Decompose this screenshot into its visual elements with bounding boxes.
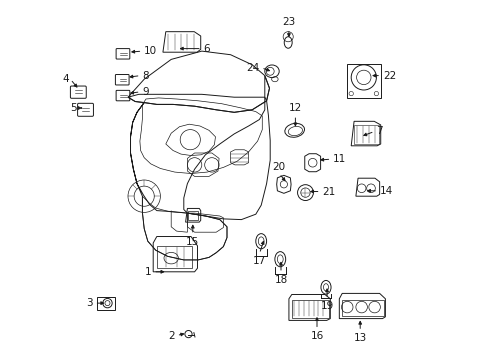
Text: 15: 15 (186, 237, 199, 247)
Bar (188, 211, 198, 220)
Text: 19: 19 (320, 301, 334, 311)
Text: 17: 17 (253, 256, 266, 266)
Text: 3: 3 (86, 298, 93, 308)
Bar (157, 246, 192, 268)
Text: 11: 11 (333, 154, 346, 164)
Text: 2: 2 (168, 330, 175, 341)
Text: 7: 7 (376, 126, 383, 136)
Text: 4: 4 (62, 74, 69, 84)
Text: 20: 20 (272, 162, 286, 172)
Text: 24: 24 (246, 63, 259, 73)
Bar (292, 300, 329, 318)
Text: 18: 18 (274, 275, 288, 285)
Bar (97, 297, 115, 310)
Text: 13: 13 (354, 333, 367, 343)
Bar (354, 125, 379, 144)
Text: 22: 22 (383, 71, 396, 81)
Text: 21: 21 (322, 186, 336, 197)
Text: 16: 16 (310, 331, 323, 341)
Text: 10: 10 (144, 46, 157, 56)
Text: 8: 8 (143, 71, 149, 81)
Text: 12: 12 (289, 103, 302, 113)
Bar (342, 300, 384, 316)
Bar (346, 64, 381, 98)
Text: 23: 23 (282, 17, 295, 27)
Text: 5: 5 (70, 103, 77, 113)
Text: 1: 1 (145, 267, 151, 277)
Text: 6: 6 (204, 44, 210, 54)
Text: 14: 14 (380, 186, 393, 196)
Text: 9: 9 (143, 87, 149, 97)
